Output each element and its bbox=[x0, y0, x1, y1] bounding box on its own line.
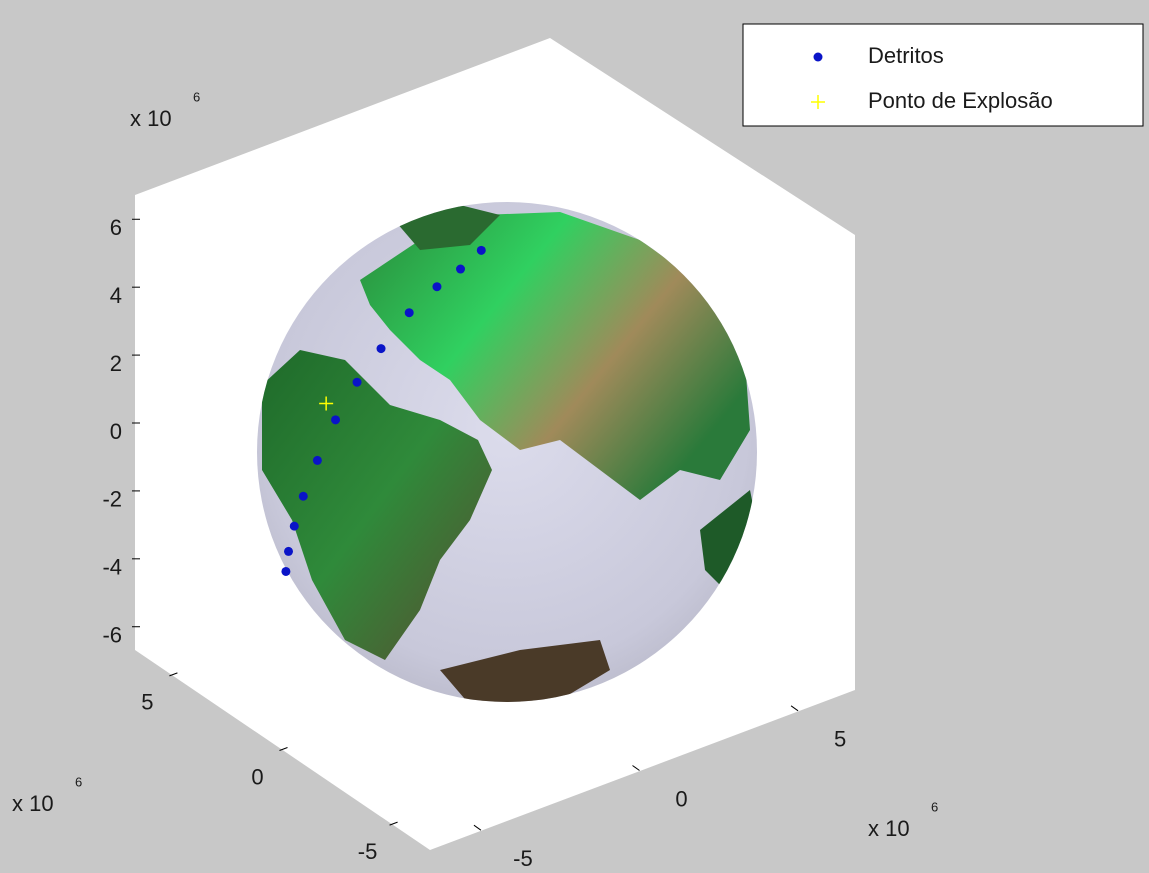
z-tick-label: 4 bbox=[110, 283, 122, 308]
point bbox=[298, 491, 308, 501]
x-tick bbox=[169, 672, 178, 677]
marker-plus bbox=[811, 95, 825, 109]
x-tick-label: 5 bbox=[141, 690, 153, 715]
point bbox=[312, 455, 322, 465]
point bbox=[331, 415, 341, 425]
legend-box bbox=[742, 23, 1144, 127]
x-tick-label: 0 bbox=[251, 764, 263, 789]
z-tick-label: -4 bbox=[102, 555, 122, 580]
y-tick bbox=[790, 705, 799, 712]
axis-exponent-power: 6 bbox=[193, 89, 200, 104]
y-tick bbox=[473, 824, 482, 831]
axis-exponent-power: 6 bbox=[75, 774, 82, 789]
x-tick bbox=[389, 821, 398, 826]
y-tick-label: 5 bbox=[834, 727, 846, 752]
z-tick-label: 2 bbox=[110, 351, 122, 376]
point bbox=[284, 546, 294, 556]
axis-exponent-base: x 10 bbox=[868, 816, 910, 841]
land-east bbox=[700, 490, 757, 585]
point bbox=[432, 282, 442, 292]
land-eurasia bbox=[360, 212, 750, 500]
legend-label: Detritos bbox=[868, 43, 944, 68]
land-africa bbox=[262, 350, 492, 660]
point bbox=[352, 377, 362, 387]
point bbox=[456, 264, 466, 274]
point bbox=[376, 344, 386, 354]
globe bbox=[257, 202, 757, 702]
point bbox=[319, 396, 334, 411]
point bbox=[281, 566, 291, 576]
y-tick bbox=[632, 765, 640, 771]
x-tick bbox=[279, 747, 288, 751]
marker-dot bbox=[813, 52, 823, 62]
point bbox=[289, 521, 299, 531]
z-tick-label: 0 bbox=[110, 419, 122, 444]
z-tick-label: 6 bbox=[110, 215, 122, 240]
z-tick-label: -6 bbox=[102, 623, 122, 648]
legend-label: Ponto de Explosão bbox=[868, 88, 1053, 113]
point bbox=[404, 308, 414, 318]
y-tick-label: 0 bbox=[675, 786, 687, 811]
y-tick-label: -5 bbox=[513, 846, 533, 871]
axis-exponent-power: 6 bbox=[931, 799, 938, 814]
land-antarctica bbox=[440, 640, 610, 702]
axis-exponent-base: x 10 bbox=[130, 106, 172, 131]
x-tick-label: -5 bbox=[358, 839, 378, 864]
point bbox=[476, 245, 486, 255]
z-tick-label: -2 bbox=[102, 487, 122, 512]
legend: Detritos Ponto de Explosão bbox=[742, 23, 1144, 127]
axis-exponent-base: x 10 bbox=[12, 791, 54, 816]
